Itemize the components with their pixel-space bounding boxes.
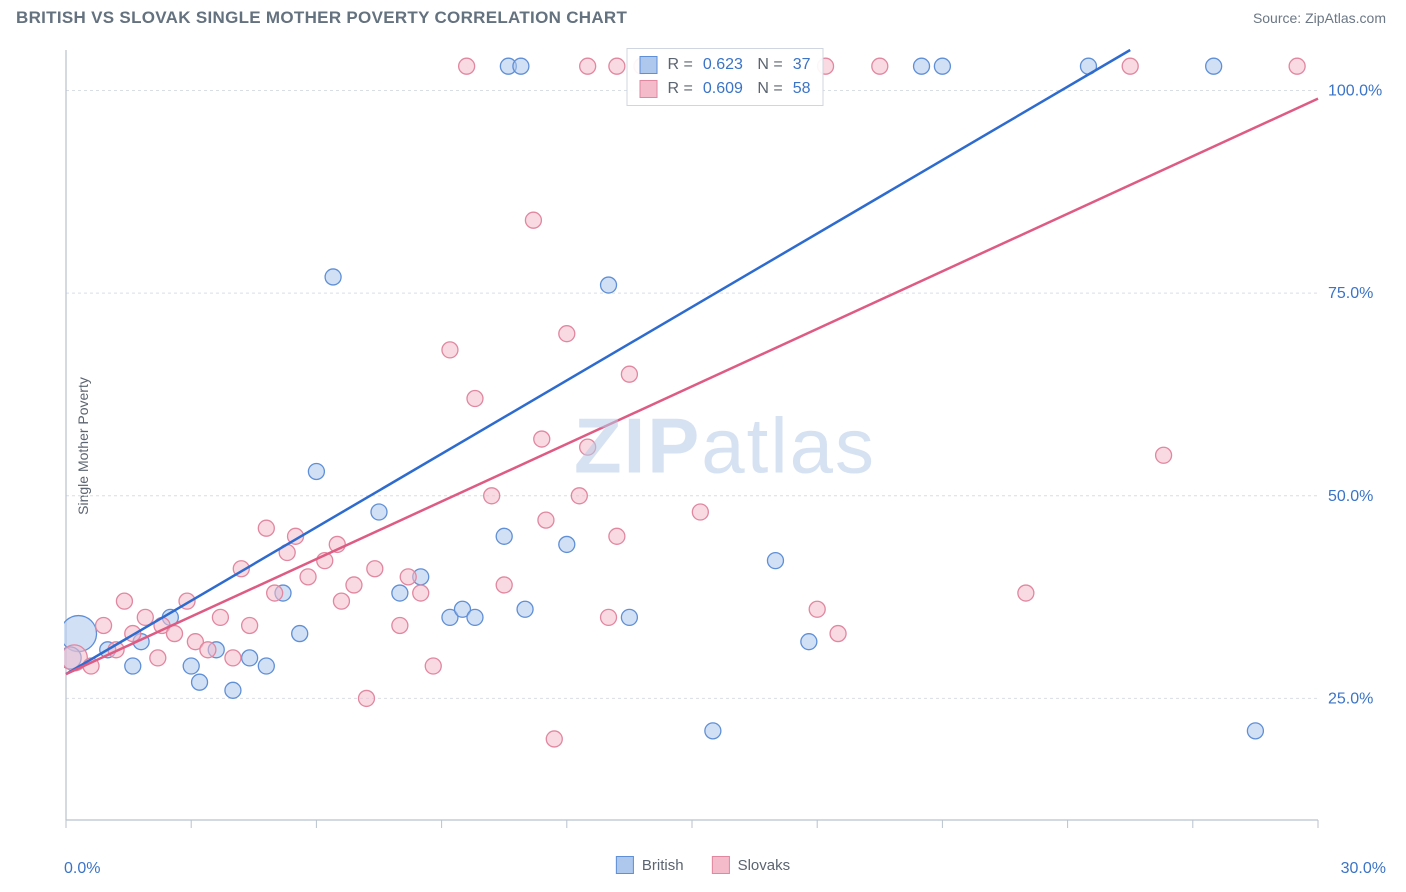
svg-text:75.0%: 75.0% [1328, 285, 1373, 302]
x-axis-min-label: 0.0% [64, 860, 100, 878]
stat-n-label: N = [753, 53, 783, 77]
stat-r-label: R = [668, 53, 693, 77]
stats-row-british: R = 0.623 N = 37 [640, 53, 811, 77]
stat-n-slovaks: 58 [793, 77, 811, 101]
stat-n-label: N = [753, 77, 783, 101]
svg-text:50.0%: 50.0% [1328, 488, 1373, 505]
page-title: BRITISH VS SLOVAK SINGLE MOTHER POVERTY … [16, 8, 627, 28]
stat-r-slovaks: 0.609 [703, 77, 743, 101]
chart-container: Single Mother Poverty 25.0%50.0%75.0%100… [44, 48, 1386, 844]
svg-text:100.0%: 100.0% [1328, 83, 1382, 100]
scatter-chart: 25.0% 50.0% 75.0% 100.0% [64, 48, 1386, 844]
stat-r-label: R = [668, 77, 693, 101]
x-axis-max-label: 30.0% [1341, 860, 1386, 878]
swatch-british [616, 856, 634, 874]
source-attribution: Source: ZipAtlas.com [1253, 10, 1386, 26]
stat-r-british: 0.623 [703, 53, 743, 77]
plot-area: 25.0%50.0%75.0%100.0% ZIPatlas R = 0.623… [64, 48, 1386, 844]
legend-item-british: British [616, 856, 684, 874]
legend-label-slovaks: Slovaks [738, 857, 791, 874]
swatch-british [640, 56, 658, 74]
bottom-legend: British Slovaks [616, 856, 790, 874]
stats-row-slovaks: R = 0.609 N = 58 [640, 77, 811, 101]
svg-text:25.0%: 25.0% [1328, 690, 1373, 707]
stats-legend-box: R = 0.623 N = 37 R = 0.609 N = 58 [627, 48, 824, 106]
legend-label-british: British [642, 857, 684, 874]
stat-n-british: 37 [793, 53, 811, 77]
swatch-slovaks [712, 856, 730, 874]
swatch-slovaks [640, 80, 658, 98]
header: BRITISH VS SLOVAK SINGLE MOTHER POVERTY … [0, 0, 1406, 32]
legend-item-slovaks: Slovaks [712, 856, 791, 874]
